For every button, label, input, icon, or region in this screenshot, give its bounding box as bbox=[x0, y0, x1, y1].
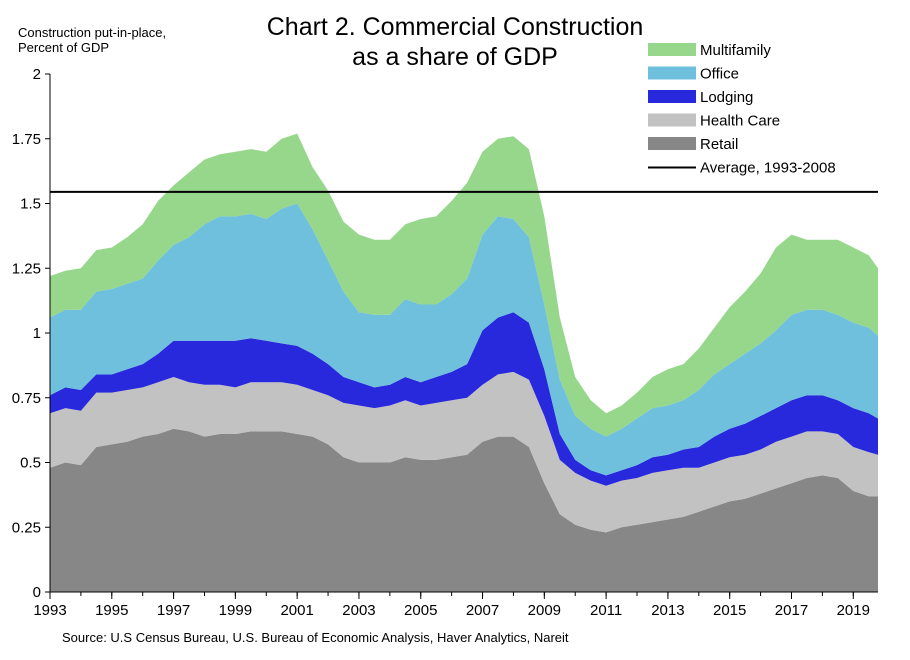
x-tick-label: 2007 bbox=[466, 602, 499, 619]
legend-item: Retail bbox=[648, 136, 738, 153]
legend-swatch bbox=[648, 113, 696, 127]
legend-label: Office bbox=[700, 66, 739, 83]
x-tick-label: 1995 bbox=[95, 602, 128, 619]
area-health-care bbox=[50, 371, 878, 533]
legend: Multifamily Office Lodging Health Care Retai… bbox=[648, 42, 836, 177]
legend-swatch bbox=[648, 66, 696, 80]
x-tick-label: 2009 bbox=[528, 602, 561, 619]
x-tick-label: 2017 bbox=[775, 602, 808, 619]
area-retail bbox=[50, 428, 878, 592]
legend-item: Average, 1993-2008 bbox=[648, 160, 836, 177]
y-tick-label: 2 bbox=[33, 66, 41, 83]
x-tick-label: 2003 bbox=[342, 602, 375, 619]
area-multifamily bbox=[50, 133, 878, 437]
legend-item: Multifamily bbox=[648, 42, 771, 59]
x-tick-label: 1993 bbox=[33, 602, 66, 619]
x-tick-label: 2013 bbox=[651, 602, 684, 619]
y-tick-label: 0 bbox=[33, 584, 41, 601]
x-tick-label: 2011 bbox=[590, 602, 622, 619]
x-tick-label: 1999 bbox=[219, 602, 252, 619]
axes: 0 0.25 0.5 0.75 1 1.25 1.5 1.75 2 1993 1995 1997 199… bbox=[12, 66, 878, 619]
legend-swatch bbox=[648, 43, 696, 56]
legend-swatch bbox=[648, 137, 696, 150]
legend-label: Multifamily bbox=[700, 42, 771, 59]
legend-label: Average, 1993-2008 bbox=[700, 160, 836, 177]
stacked-areas bbox=[50, 133, 878, 592]
x-tick-label: 2015 bbox=[713, 602, 746, 619]
x-tick-label: 2001 bbox=[280, 602, 313, 619]
y-tick-label: 1.75 bbox=[12, 131, 41, 148]
area-office bbox=[50, 203, 878, 476]
y-tick-label: 0.75 bbox=[12, 390, 41, 407]
x-tick-label: 2005 bbox=[404, 602, 437, 619]
y-tick-label: 0.25 bbox=[12, 519, 41, 536]
y-axis-label-line-2: Percent of GDP bbox=[18, 40, 109, 55]
y-tick-label: 1 bbox=[33, 325, 41, 342]
x-tick-label: 2019 bbox=[837, 602, 870, 619]
x-tick-label: 1997 bbox=[157, 602, 190, 619]
chart-title-line-1: Chart 2. Commercial Construction bbox=[267, 13, 644, 41]
legend-label: Health Care bbox=[700, 113, 780, 130]
legend-item: Health Care bbox=[648, 113, 780, 130]
legend-item: Office bbox=[648, 66, 739, 83]
y-tick-label: 1.5 bbox=[20, 196, 41, 213]
y-tick-label: 1.25 bbox=[12, 260, 41, 277]
area-lodging bbox=[50, 312, 878, 486]
y-axis-label-line-1: Construction put-in-place, bbox=[18, 25, 166, 40]
legend-label: Lodging bbox=[700, 89, 753, 106]
chart-title-line-2: as a share of GDP bbox=[352, 43, 558, 71]
legend-label: Retail bbox=[700, 136, 738, 153]
legend-item: Lodging bbox=[648, 89, 753, 106]
y-tick-label: 0.5 bbox=[20, 455, 41, 472]
source-note: Source: U.S Census Bureau, U.S. Bureau o… bbox=[62, 630, 569, 645]
legend-swatch bbox=[648, 90, 696, 103]
